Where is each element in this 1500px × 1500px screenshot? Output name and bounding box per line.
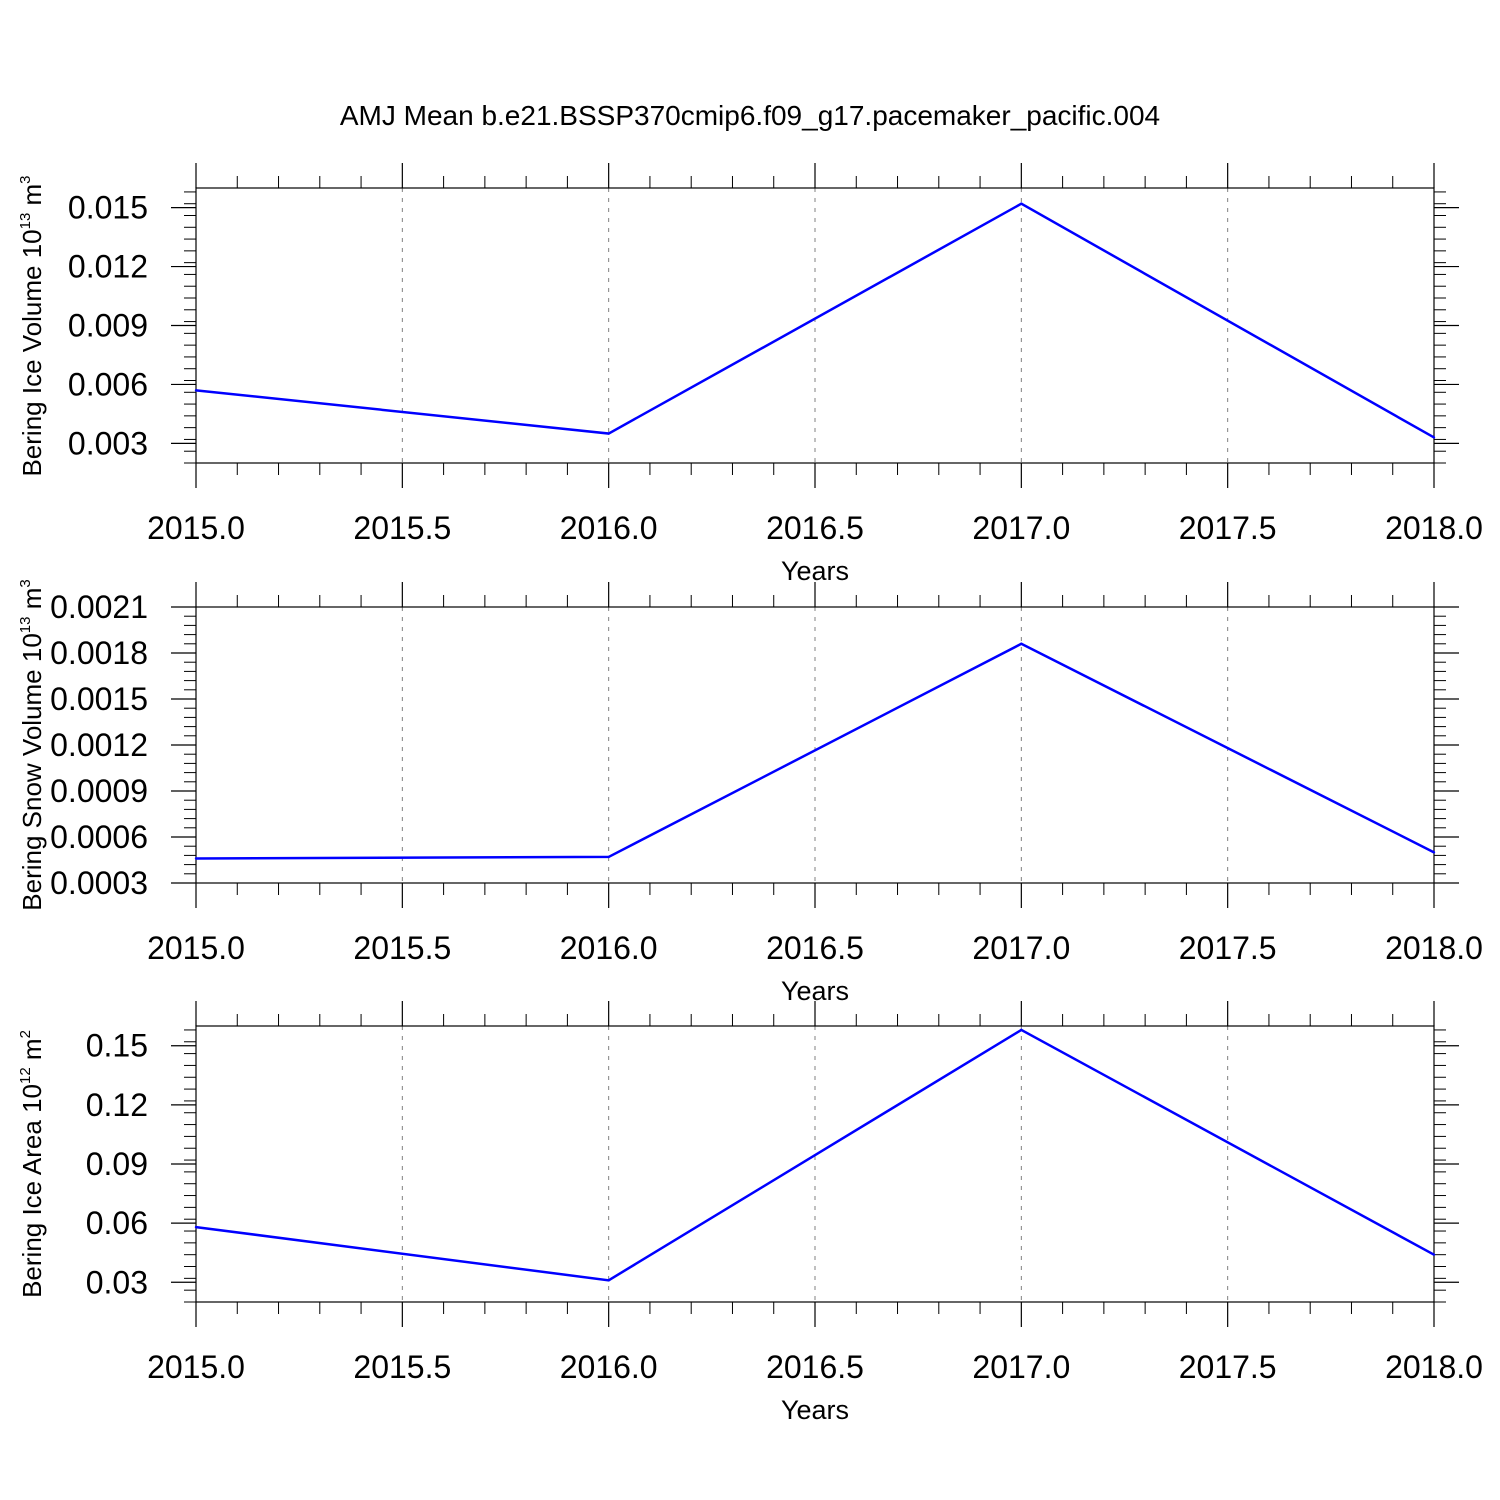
x-tick-label: 2016.5 [766, 510, 864, 546]
x-tick-label: 2018.0 [1385, 1349, 1483, 1385]
y-tick-label: 0.03 [86, 1264, 148, 1300]
chart-panel-3: 2015.0 2015.5 2016.0 2016.5 2017.0 2017.5 2018… [17, 1001, 1483, 1425]
y-axis-label: Bering Ice Area 1012 m2 [17, 1030, 47, 1298]
x-tick-label: 2015.0 [147, 510, 245, 546]
x-tick-label: 2015.5 [353, 510, 451, 546]
y-tick-label: 0.006 [68, 366, 148, 402]
x-tick-label: 2017.0 [972, 510, 1070, 546]
y-tick-label: 0.09 [86, 1146, 148, 1182]
data-point [1432, 851, 1436, 854]
x-tick-label: 2015.5 [353, 1349, 451, 1385]
data-point [194, 1225, 198, 1229]
y-tick-label: 0.0006 [50, 819, 148, 855]
x-axis-label: Years [781, 556, 849, 586]
x-tick-label: 2016.0 [560, 510, 658, 546]
x-tick-label: 2016.5 [766, 930, 864, 966]
y-axis-label: Bering Snow Volume 1013 m3 [17, 579, 47, 910]
y-tick-label: 0.0009 [50, 773, 148, 809]
y-tick-label: 0.15 [86, 1028, 148, 1064]
x-tick-label: 2015.0 [147, 1349, 245, 1385]
data-point [1432, 1253, 1436, 1256]
x-axis-label: Years [781, 1395, 849, 1425]
data-point [194, 389, 198, 392]
y-axis-label: Bering Ice Volume 1013 m3 [17, 175, 47, 476]
x-tick-label: 2018.0 [1385, 930, 1483, 966]
y-tick-label: 0.009 [68, 308, 148, 344]
y-tick-label: 0.0021 [50, 589, 148, 625]
data-point [1020, 1028, 1023, 1032]
y-tick-label: 0.012 [68, 249, 148, 285]
chart-panel-2: 2015.0 2015.5 2016.0 2016.5 2017.0 2017.5 2018… [17, 579, 1483, 1006]
y-tick-label: 0.06 [86, 1205, 148, 1241]
x-tick-label: 2017.0 [972, 930, 1070, 966]
x-tick-label: 2018.0 [1385, 510, 1483, 546]
chart-panel-1: 2015.0 2015.5 2016.0 2016.5 2017.0 2017.5 2018… [17, 163, 1483, 586]
x-tick-label: 2015.0 [147, 930, 245, 966]
y-tick-label: 0.015 [68, 190, 148, 226]
x-tick-label: 2015.5 [353, 930, 451, 966]
panels: 2015.0 2015.5 2016.0 2016.5 2017.0 2017.5 2018… [17, 163, 1483, 1425]
x-tick-label: 2017.5 [1179, 1349, 1277, 1385]
data-point [1432, 436, 1436, 439]
x-tick-label: 2016.0 [560, 1349, 658, 1385]
figure-title: AMJ Mean b.e21.BSSP370cmip6.f09_g17.pace… [340, 100, 1160, 131]
y-tick-label: 0.0003 [50, 865, 148, 901]
data-point [1020, 202, 1023, 205]
data-line [195, 1028, 1435, 1282]
data-line [195, 202, 1435, 439]
data-point [1020, 642, 1023, 645]
y-tick-label: 0.003 [68, 425, 148, 461]
x-tick-label: 2016.0 [560, 930, 658, 966]
data-point [194, 857, 198, 860]
y-tick-label: 0.0015 [50, 681, 148, 717]
y-tick-label: 0.0012 [50, 727, 148, 763]
y-tick-label: 0.12 [86, 1087, 148, 1123]
data-point [607, 855, 610, 859]
data-point [607, 432, 610, 435]
x-tick-label: 2017.5 [1179, 930, 1277, 966]
y-tick-label: 0.0018 [50, 635, 148, 671]
x-tick-label: 2017.0 [972, 1349, 1070, 1385]
data-line [195, 642, 1435, 860]
data-point [607, 1279, 610, 1282]
x-tick-label: 2017.5 [1179, 510, 1277, 546]
x-tick-label: 2016.5 [766, 1349, 864, 1385]
